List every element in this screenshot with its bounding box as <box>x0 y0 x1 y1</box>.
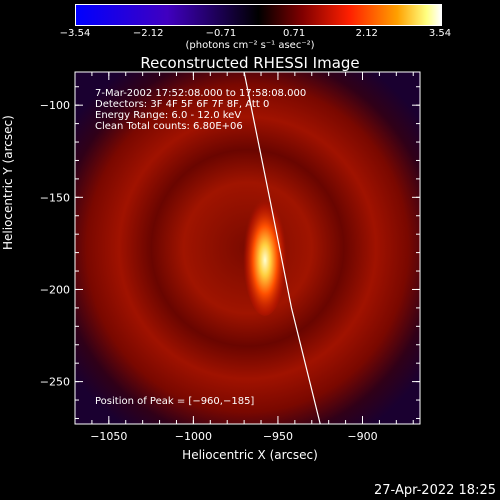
solar-limb-line <box>243 72 321 424</box>
plot-frame <box>74 71 421 425</box>
colorbar-tick-label: 0.71 <box>282 28 306 39</box>
colorbar-tick-label: −3.54 <box>59 28 91 39</box>
x-axis-label: Heliocentric X (arcsec) <box>182 448 318 462</box>
peak-source <box>243 191 288 316</box>
annotation-line: Clean Total counts: 6.80E+06 <box>95 121 243 132</box>
x-tick-label: −1050 <box>90 430 127 443</box>
colorbar-tick-label: −2.12 <box>132 28 164 39</box>
annotation-line: Detectors: 3F 4F 5F 6F 7F 8F, Att 0 <box>95 99 270 110</box>
y-tick-label: −250 <box>40 376 70 389</box>
y-tick-label: −100 <box>40 99 70 112</box>
colorbar-tick-label: −0.71 <box>205 28 237 39</box>
x-tick-label: −900 <box>347 430 377 443</box>
colorbar-tick-label: 2.12 <box>355 28 378 39</box>
peak-position-label: Position of Peak = [−960,−185] <box>95 396 255 407</box>
y-tick-label: −200 <box>40 283 70 296</box>
colorbar-unit: (photons cm⁻² s⁻¹ asec⁻²) <box>185 40 315 51</box>
timestamp: 27-Apr-2022 18:25 <box>374 483 496 498</box>
annotation-line: Energy Range: 6.0 - 12.0 keV <box>95 110 242 121</box>
annotation-line: 7-Mar-2002 17:52:08.000 to 17:58:08.000 <box>95 88 307 99</box>
chart-title: Reconstructed RHESSI Image <box>140 54 360 72</box>
colorbar-tick-label: 3.54 <box>428 28 452 39</box>
y-axis-label: Heliocentric Y (arcsec) <box>1 115 15 250</box>
colorbar <box>75 4 442 26</box>
x-tick-label: −1000 <box>175 430 212 443</box>
x-tick-label: −950 <box>263 430 293 443</box>
y-tick-label: −150 <box>40 191 70 204</box>
